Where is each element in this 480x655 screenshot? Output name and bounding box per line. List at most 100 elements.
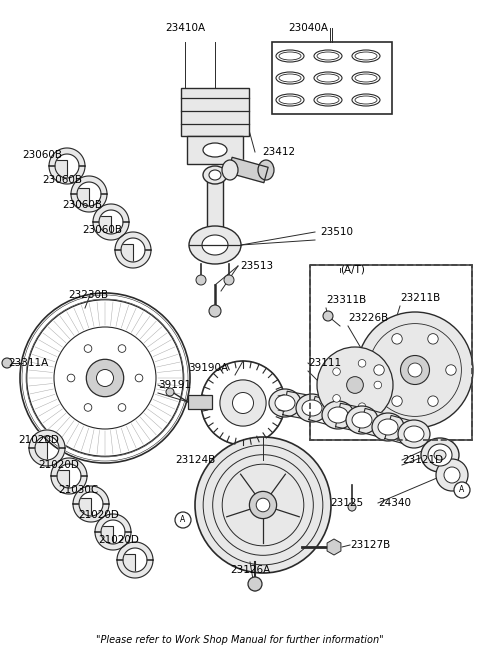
Bar	[75, 188, 89, 206]
Ellipse shape	[355, 96, 377, 104]
Ellipse shape	[203, 166, 227, 184]
Ellipse shape	[258, 160, 274, 180]
Ellipse shape	[352, 94, 380, 106]
Circle shape	[392, 396, 402, 406]
Text: 23060B: 23060B	[62, 200, 102, 210]
Circle shape	[96, 369, 113, 386]
Ellipse shape	[434, 450, 446, 460]
Bar	[99, 526, 113, 544]
Circle shape	[436, 459, 468, 491]
Circle shape	[195, 437, 331, 573]
Circle shape	[333, 394, 340, 402]
Ellipse shape	[378, 419, 398, 435]
Text: 23510: 23510	[320, 227, 353, 237]
Ellipse shape	[317, 52, 339, 60]
Polygon shape	[115, 250, 151, 268]
Circle shape	[84, 345, 92, 352]
Ellipse shape	[314, 72, 342, 84]
Polygon shape	[29, 430, 65, 448]
Ellipse shape	[276, 94, 304, 106]
Circle shape	[392, 333, 402, 344]
Polygon shape	[309, 396, 341, 426]
Circle shape	[408, 363, 422, 377]
Circle shape	[446, 365, 456, 375]
Circle shape	[209, 305, 221, 317]
Circle shape	[358, 360, 366, 367]
Text: A: A	[180, 515, 186, 525]
Text: 21020D: 21020D	[18, 435, 59, 445]
Polygon shape	[93, 222, 129, 240]
Ellipse shape	[346, 406, 378, 434]
Ellipse shape	[421, 438, 459, 472]
Text: 21020D: 21020D	[38, 460, 79, 470]
Polygon shape	[95, 532, 131, 550]
Circle shape	[347, 377, 363, 394]
Ellipse shape	[322, 401, 354, 429]
Ellipse shape	[352, 72, 380, 84]
Circle shape	[220, 380, 266, 426]
Bar	[310, 265, 472, 440]
Polygon shape	[71, 194, 107, 212]
Ellipse shape	[203, 143, 227, 157]
Text: 21020D: 21020D	[98, 535, 139, 545]
Polygon shape	[385, 415, 417, 445]
Ellipse shape	[398, 420, 430, 448]
Ellipse shape	[279, 74, 301, 82]
Polygon shape	[49, 148, 85, 166]
Circle shape	[232, 392, 253, 413]
Polygon shape	[359, 409, 391, 439]
Text: 23513: 23513	[240, 261, 273, 271]
Text: 23124B: 23124B	[175, 455, 215, 465]
Text: 23410A: 23410A	[165, 23, 205, 33]
Text: 23040A: 23040A	[288, 23, 328, 33]
Text: 21030C: 21030C	[58, 485, 98, 495]
Ellipse shape	[279, 52, 301, 60]
Bar	[53, 160, 67, 178]
Ellipse shape	[317, 74, 339, 82]
Circle shape	[224, 275, 234, 285]
Text: 23125: 23125	[330, 498, 363, 508]
Text: 39190A: 39190A	[188, 363, 228, 373]
Circle shape	[374, 365, 384, 375]
Bar	[188, 395, 212, 409]
Polygon shape	[29, 448, 65, 466]
Circle shape	[67, 374, 75, 382]
Polygon shape	[51, 476, 87, 494]
Circle shape	[428, 333, 438, 344]
Bar	[33, 442, 47, 460]
Circle shape	[86, 360, 124, 397]
Circle shape	[196, 275, 206, 285]
Circle shape	[256, 498, 270, 512]
Circle shape	[400, 356, 430, 384]
Bar	[310, 265, 472, 440]
Text: 39191: 39191	[158, 380, 191, 390]
Circle shape	[358, 403, 366, 411]
Ellipse shape	[222, 160, 238, 180]
Polygon shape	[49, 166, 85, 184]
Bar	[119, 244, 133, 262]
Bar	[97, 216, 111, 234]
Ellipse shape	[328, 407, 348, 423]
Bar	[77, 498, 91, 516]
Ellipse shape	[209, 170, 221, 180]
Polygon shape	[117, 560, 153, 578]
Circle shape	[20, 293, 190, 463]
Polygon shape	[228, 157, 268, 183]
Ellipse shape	[296, 394, 328, 422]
Circle shape	[27, 300, 183, 456]
Text: 24340: 24340	[378, 498, 411, 508]
Circle shape	[374, 381, 382, 389]
Circle shape	[201, 361, 285, 445]
Text: 21020D: 21020D	[78, 510, 119, 520]
Circle shape	[118, 403, 126, 411]
Ellipse shape	[302, 400, 322, 416]
Text: 23111: 23111	[308, 358, 341, 368]
Bar	[55, 470, 69, 488]
Polygon shape	[207, 175, 223, 230]
Circle shape	[369, 324, 461, 417]
Circle shape	[428, 396, 438, 406]
Polygon shape	[71, 176, 107, 194]
Text: 23226B: 23226B	[348, 313, 388, 323]
Ellipse shape	[276, 50, 304, 62]
Text: 23311B: 23311B	[326, 295, 366, 305]
